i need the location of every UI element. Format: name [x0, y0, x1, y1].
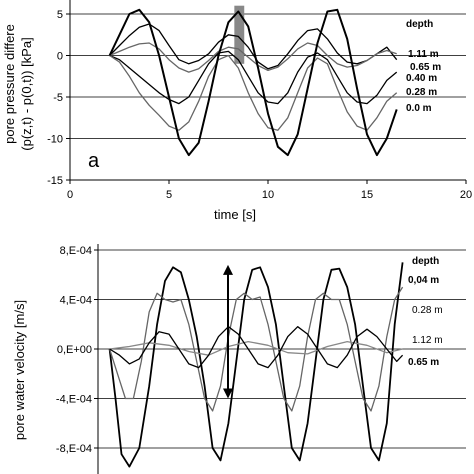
chart-panel-a: 5 0 -5 -10 -15 0 5 10 15 20 time [s] pore pressure …: [2, 0, 472, 222]
legend-entry-3: 0.28 m: [406, 87, 437, 98]
y-tick-label: 4,E-04: [60, 295, 92, 307]
arrow-head-down: [223, 388, 233, 399]
shaded-band: [234, 5, 245, 64]
chart-panel-b: 8,E-04 4,E-04 0,E+00 -4,E-04 -8,E-04 pore wat…: [12, 244, 466, 474]
legend-entry-3: 0.65 m: [408, 357, 439, 368]
x-tick-label: 0: [67, 189, 73, 201]
legend-entry-0: 1.11 m: [408, 49, 439, 60]
panel-label: a: [88, 150, 100, 172]
y-axis-label-line1: pore pressure differe: [2, 24, 17, 144]
legend-entry-4: 0.0 m: [406, 103, 432, 114]
y-axis-label: pore water velocity [m/s]: [12, 300, 27, 440]
x-tick-label: 20: [460, 189, 472, 201]
series-line-0: [108, 262, 404, 468]
y-tick-label: -10: [47, 134, 63, 146]
y-tick-label: 5: [57, 9, 63, 21]
y-tick-label: 8,E-04: [60, 245, 92, 257]
y-tick-label: -4,E-04: [56, 394, 92, 406]
legend-entry-1: 0.28 m: [412, 305, 443, 316]
x-axis-label: time [s]: [214, 207, 256, 222]
x-tick-label: 10: [262, 189, 274, 201]
legend-entry-2: 0.40 m: [406, 73, 437, 84]
series-line-2: [109, 340, 403, 356]
legend-entry-1: 0.65 m: [410, 62, 441, 73]
legend-entry-2: 1.12 m: [412, 335, 443, 346]
arrow-head-up: [223, 264, 233, 275]
series-line-1: [108, 286, 404, 412]
y-tick-label: 0,E+00: [57, 344, 92, 356]
series-line-2: [109, 50, 398, 105]
series-line-3: [109, 54, 398, 131]
x-tick-label: 5: [166, 189, 172, 201]
series-line-4: [108, 8, 398, 157]
y-tick-label: -15: [47, 175, 63, 187]
series-line-3: [109, 326, 404, 369]
y-tick-label: 0: [57, 51, 63, 63]
legend-title: depth: [406, 19, 433, 30]
series-line-0: [109, 23, 398, 70]
y-tick-label: -5: [53, 92, 63, 104]
x-tick-label: 15: [361, 189, 373, 201]
y-axis-label-line2: (p(z,t) - p(0,t)) [kPa]: [19, 37, 34, 150]
y-tick-label: -8,E-04: [56, 443, 92, 455]
legend-entry-0: 0,04 m: [408, 275, 439, 286]
legend-title: depth: [412, 256, 439, 267]
